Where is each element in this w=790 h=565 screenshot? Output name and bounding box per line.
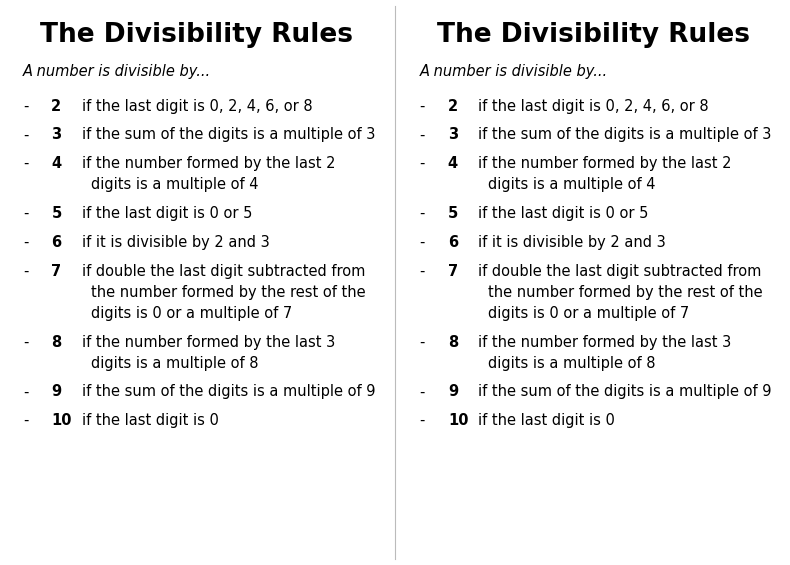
Text: 10: 10 — [448, 413, 468, 428]
Text: A number is divisible by...: A number is divisible by... — [419, 64, 608, 79]
Text: digits is a multiple of 8: digits is a multiple of 8 — [487, 355, 655, 371]
Text: if the number formed by the last 3: if the number formed by the last 3 — [81, 334, 335, 350]
Text: -: - — [419, 264, 425, 279]
Text: -: - — [419, 235, 425, 250]
Text: -: - — [23, 235, 28, 250]
Text: if it is divisible by 2 and 3: if it is divisible by 2 and 3 — [478, 235, 666, 250]
Text: -: - — [23, 334, 28, 350]
Text: digits is 0 or a multiple of 7: digits is 0 or a multiple of 7 — [487, 306, 689, 321]
Text: -: - — [419, 99, 425, 114]
Text: -: - — [23, 157, 28, 171]
Text: if the last digit is 0 or 5: if the last digit is 0 or 5 — [81, 206, 252, 221]
Text: 4: 4 — [51, 157, 62, 171]
Text: -: - — [419, 413, 425, 428]
Text: -: - — [419, 384, 425, 399]
Text: 7: 7 — [448, 264, 458, 279]
Text: if the number formed by the last 3: if the number formed by the last 3 — [478, 334, 732, 350]
Text: The Divisibility Rules: The Divisibility Rules — [437, 22, 750, 48]
Text: 8: 8 — [51, 334, 62, 350]
Text: if the sum of the digits is a multiple of 3: if the sum of the digits is a multiple o… — [478, 128, 772, 142]
Text: 4: 4 — [448, 157, 458, 171]
Text: if double the last digit subtracted from: if double the last digit subtracted from — [478, 264, 762, 279]
Text: -: - — [419, 157, 425, 171]
Text: if double the last digit subtracted from: if double the last digit subtracted from — [81, 264, 365, 279]
Text: 3: 3 — [448, 128, 458, 142]
Text: 9: 9 — [448, 384, 458, 399]
Text: 2: 2 — [448, 99, 458, 114]
Text: 3: 3 — [51, 128, 62, 142]
Text: -: - — [23, 264, 28, 279]
Text: 9: 9 — [51, 384, 62, 399]
Text: -: - — [419, 206, 425, 221]
Text: -: - — [23, 99, 28, 114]
Text: if the number formed by the last 2: if the number formed by the last 2 — [81, 157, 335, 171]
Text: 6: 6 — [51, 235, 62, 250]
Text: 6: 6 — [448, 235, 458, 250]
Text: if the last digit is 0, 2, 4, 6, or 8: if the last digit is 0, 2, 4, 6, or 8 — [81, 99, 312, 114]
Text: -: - — [23, 128, 28, 142]
Text: 2: 2 — [51, 99, 62, 114]
Text: digits is a multiple of 8: digits is a multiple of 8 — [91, 355, 258, 371]
Text: if the last digit is 0: if the last digit is 0 — [81, 413, 218, 428]
Text: -: - — [419, 128, 425, 142]
Text: if the last digit is 0 or 5: if the last digit is 0 or 5 — [478, 206, 649, 221]
Text: -: - — [23, 413, 28, 428]
Text: if the sum of the digits is a multiple of 3: if the sum of the digits is a multiple o… — [81, 128, 375, 142]
Text: 5: 5 — [51, 206, 62, 221]
Text: if the sum of the digits is a multiple of 9: if the sum of the digits is a multiple o… — [81, 384, 375, 399]
Text: The Divisibility Rules: The Divisibility Rules — [40, 22, 353, 48]
Text: the number formed by the rest of the: the number formed by the rest of the — [487, 285, 762, 299]
Text: if it is divisible by 2 and 3: if it is divisible by 2 and 3 — [81, 235, 269, 250]
Text: 8: 8 — [448, 334, 458, 350]
Text: if the last digit is 0, 2, 4, 6, or 8: if the last digit is 0, 2, 4, 6, or 8 — [478, 99, 709, 114]
Text: 5: 5 — [448, 206, 458, 221]
Text: if the last digit is 0: if the last digit is 0 — [478, 413, 615, 428]
Text: -: - — [23, 384, 28, 399]
Text: -: - — [23, 206, 28, 221]
Text: digits is 0 or a multiple of 7: digits is 0 or a multiple of 7 — [91, 306, 292, 321]
Text: -: - — [419, 334, 425, 350]
Text: the number formed by the rest of the: the number formed by the rest of the — [91, 285, 366, 299]
Text: 10: 10 — [51, 413, 72, 428]
Text: digits is a multiple of 4: digits is a multiple of 4 — [91, 177, 258, 192]
Text: A number is divisible by...: A number is divisible by... — [23, 64, 211, 79]
Text: 7: 7 — [51, 264, 62, 279]
Text: if the number formed by the last 2: if the number formed by the last 2 — [478, 157, 732, 171]
Text: if the sum of the digits is a multiple of 9: if the sum of the digits is a multiple o… — [478, 384, 772, 399]
Text: digits is a multiple of 4: digits is a multiple of 4 — [487, 177, 655, 192]
